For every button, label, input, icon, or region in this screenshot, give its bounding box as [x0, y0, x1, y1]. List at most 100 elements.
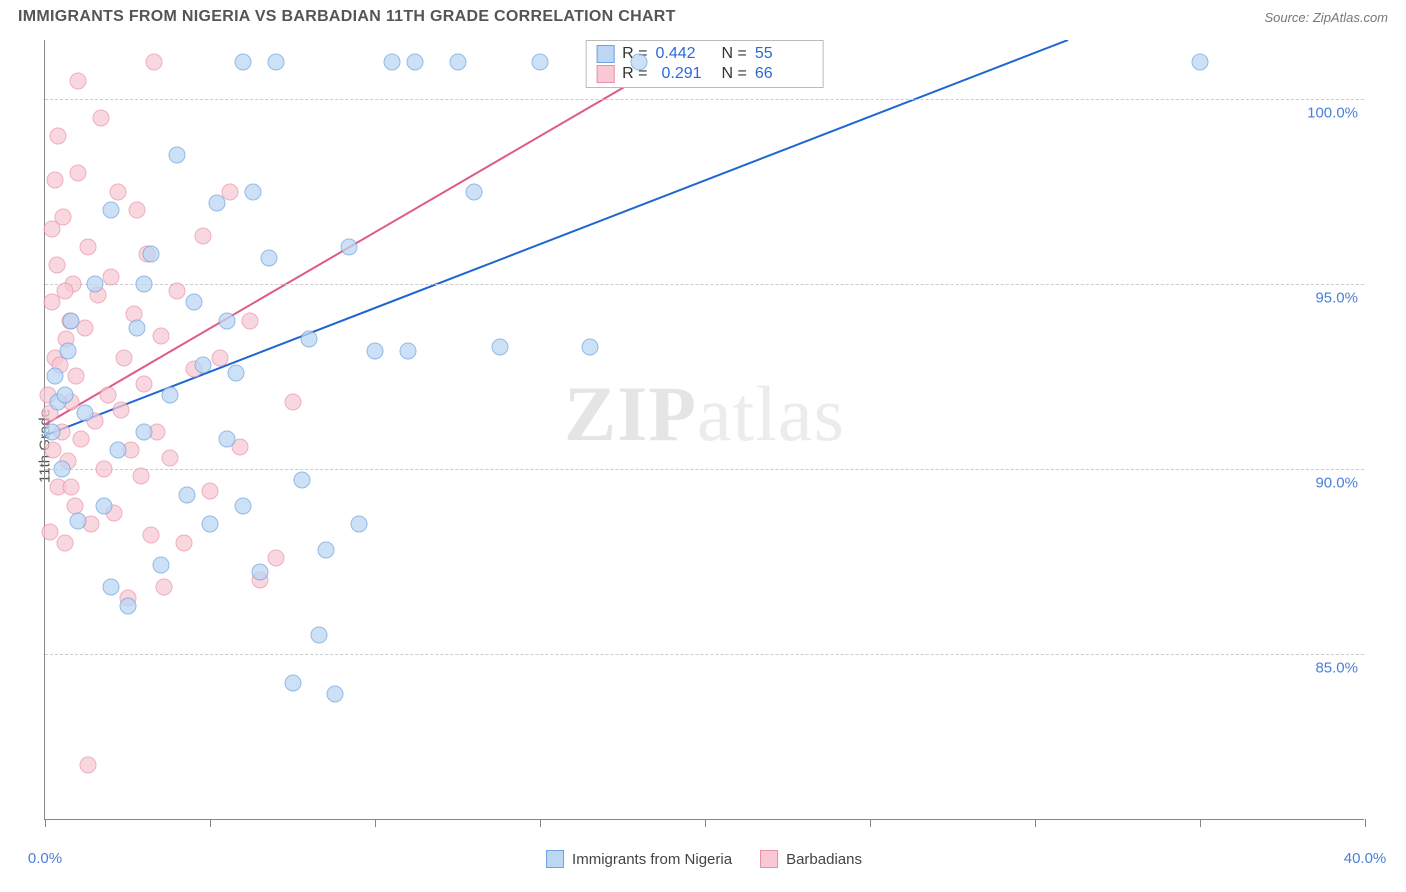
nigeria-point: [56, 386, 73, 403]
barbadians-point: [46, 172, 63, 189]
legend-item-barbadians: Barbadians: [760, 850, 862, 868]
legend-label-nigeria: Immigrants from Nigeria: [572, 851, 732, 868]
nigeria-point: [178, 486, 195, 503]
barbadians-point: [162, 449, 179, 466]
gridline: [45, 469, 1364, 470]
nigeria-point: [142, 246, 159, 263]
gridline: [45, 654, 1364, 655]
nigeria-point: [251, 564, 268, 581]
n-label: N =: [722, 65, 747, 83]
nigeria-point: [340, 239, 357, 256]
legend-row-barbadians: R = 0.291 N = 66: [596, 65, 813, 83]
barbadians-point: [109, 183, 126, 200]
nigeria-point: [350, 516, 367, 533]
nigeria-point: [244, 183, 261, 200]
x-tick: [1365, 819, 1366, 827]
legend-item-nigeria: Immigrants from Nigeria: [546, 850, 732, 868]
swatch-barbadians-icon: [760, 850, 778, 868]
barbadians-n-value: 66: [755, 65, 813, 83]
barbadians-point: [45, 442, 62, 459]
nigeria-point: [103, 202, 120, 219]
gridline: [45, 284, 1364, 285]
nigeria-point: [581, 338, 598, 355]
barbadians-point: [169, 283, 186, 300]
barbadians-point: [99, 386, 116, 403]
swatch-barbadians: [596, 65, 614, 83]
n-label: N =: [722, 45, 747, 63]
x-tick: [705, 819, 706, 827]
nigeria-point: [162, 386, 179, 403]
gridline: [45, 99, 1364, 100]
barbadians-point: [79, 239, 96, 256]
barbadians-point: [93, 109, 110, 126]
nigeria-point: [400, 342, 417, 359]
nigeria-n-value: 55: [755, 45, 813, 63]
nigeria-point: [310, 627, 327, 644]
nigeria-point: [60, 342, 77, 359]
nigeria-point: [208, 194, 225, 211]
y-tick-label: 95.0%: [1315, 289, 1358, 306]
nigeria-point: [53, 460, 70, 477]
barbadians-point: [129, 202, 146, 219]
nigeria-point: [301, 331, 318, 348]
nigeria-point: [136, 423, 153, 440]
barbadians-point: [50, 128, 67, 145]
barbadians-point: [211, 349, 228, 366]
nigeria-point: [228, 364, 245, 381]
barbadians-point: [152, 327, 169, 344]
nigeria-point: [76, 405, 93, 422]
nigeria-point: [136, 275, 153, 292]
x-tick-label: 40.0%: [1344, 850, 1387, 867]
nigeria-point: [327, 686, 344, 703]
barbadians-point: [43, 220, 60, 237]
nigeria-point: [86, 275, 103, 292]
nigeria-r-value: 0.442: [656, 45, 714, 63]
barbadians-point: [132, 468, 149, 485]
nigeria-point: [1192, 54, 1209, 71]
barbadians-point: [56, 534, 73, 551]
nigeria-point: [169, 146, 186, 163]
barbadians-point: [284, 394, 301, 411]
nigeria-point: [202, 516, 219, 533]
barbadians-point: [56, 283, 73, 300]
barbadians-point: [112, 401, 129, 418]
barbadians-point: [202, 482, 219, 499]
barbadians-point: [73, 431, 90, 448]
barbadians-r-value: 0.291: [656, 65, 714, 83]
x-tick: [1035, 819, 1036, 827]
nigeria-point: [235, 497, 252, 514]
barbadians-point: [70, 165, 87, 182]
barbadians-point: [41, 523, 58, 540]
barbadians-point: [70, 72, 87, 89]
barbadians-point: [48, 257, 65, 274]
x-tick: [1200, 819, 1201, 827]
nigeria-point: [406, 54, 423, 71]
barbadians-point: [79, 756, 96, 773]
correlation-legend: R = 0.442 N = 55 R = 0.291 N = 66: [585, 40, 824, 88]
chart-canvas: ZIPatlas R = 0.442 N = 55 R = 0.291 N = …: [44, 40, 1364, 820]
watermark: ZIPatlas: [564, 369, 845, 459]
nigeria-point: [185, 294, 202, 311]
legend-row-nigeria: R = 0.442 N = 55: [596, 45, 813, 63]
x-tick: [870, 819, 871, 827]
nigeria-point: [46, 368, 63, 385]
plot-area: ZIPatlas R = 0.442 N = 55 R = 0.291 N = …: [44, 40, 1364, 820]
nigeria-point: [43, 423, 60, 440]
chart-title: IMMIGRANTS FROM NIGERIA VS BARBADIAN 11T…: [18, 8, 676, 26]
barbadians-point: [145, 54, 162, 71]
nigeria-point: [70, 512, 87, 529]
barbadians-point: [268, 549, 285, 566]
legend-label-barbadians: Barbadians: [786, 851, 862, 868]
y-tick-label: 100.0%: [1307, 105, 1358, 122]
nigeria-point: [492, 338, 509, 355]
nigeria-point: [119, 597, 136, 614]
y-tick-label: 85.0%: [1315, 659, 1358, 676]
swatch-nigeria: [596, 45, 614, 63]
nigeria-point: [218, 431, 235, 448]
y-tick-label: 90.0%: [1315, 474, 1358, 491]
nigeria-point: [449, 54, 466, 71]
nigeria-point: [109, 442, 126, 459]
chart-source: Source: ZipAtlas.com: [1264, 10, 1388, 25]
barbadians-point: [136, 375, 153, 392]
nigeria-point: [631, 54, 648, 71]
